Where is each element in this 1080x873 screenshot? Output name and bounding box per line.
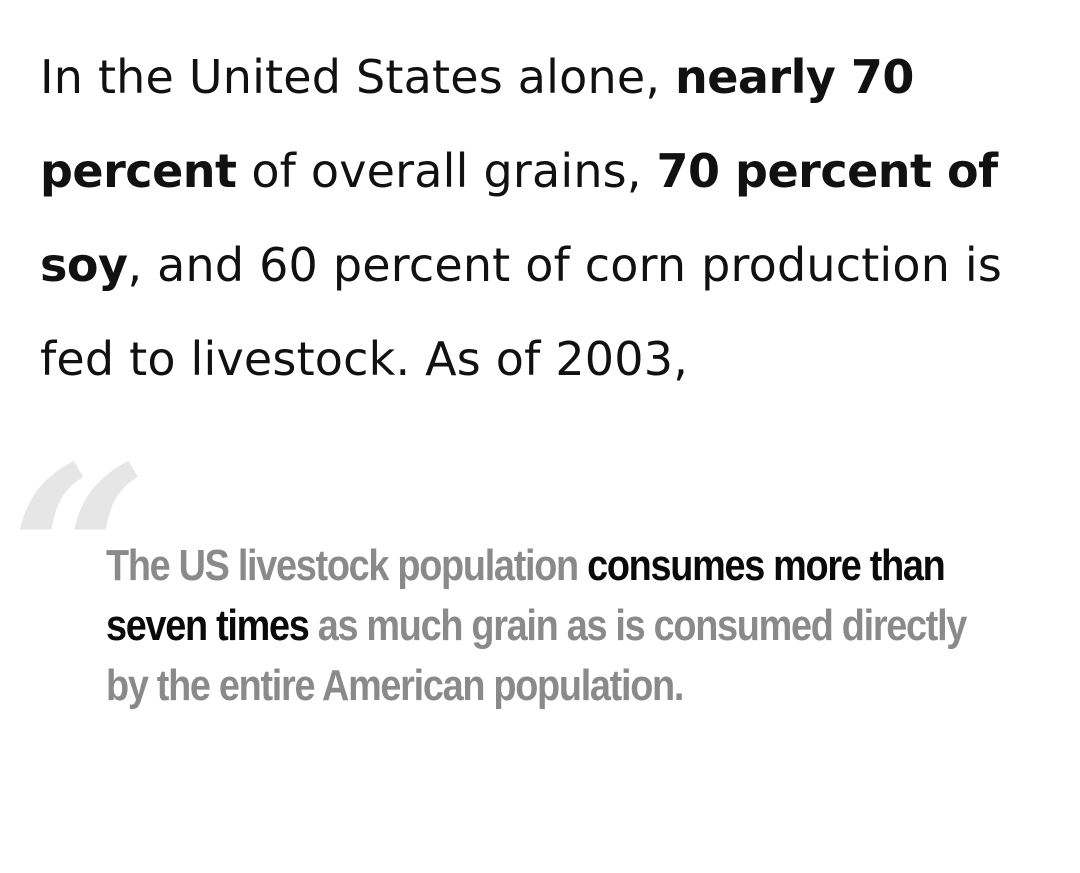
article-bold-1: nearly 70 percent (40, 50, 914, 198)
pull-quote-emphasis: consumes more than seven times (106, 541, 946, 650)
pull-quote-text: The US livestock population consumes mor… (106, 536, 975, 716)
article-text-3: , and 60 percent of corn production is f… (40, 238, 1003, 386)
article-paragraph: In the United States alone, nearly 70 pe… (40, 30, 1050, 406)
article-text-1: In the United States alone, (40, 50, 675, 104)
quote-mark-icon: “ (10, 414, 148, 696)
pull-quote: “ The US livestock population consumes m… (0, 435, 1080, 800)
pull-quote-lead: The US livestock population (106, 541, 588, 590)
article-text-2: of overall grains, (236, 144, 657, 198)
pull-quote-tail: as much grain as is consumed directly by… (106, 601, 967, 710)
article-bold-2: 70 percent of soy (40, 144, 998, 292)
